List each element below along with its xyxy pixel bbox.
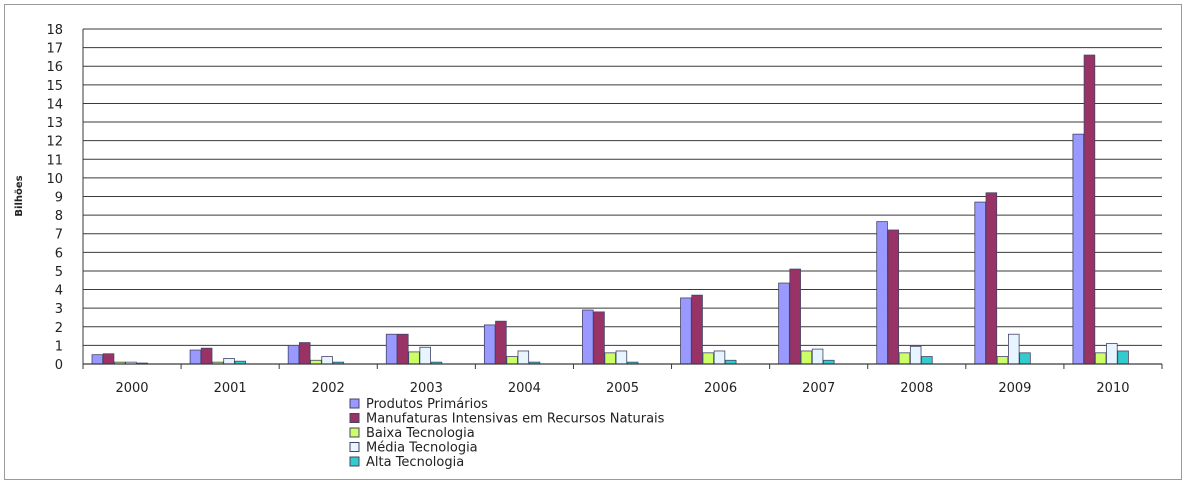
bar <box>702 352 715 365</box>
bar <box>419 346 431 365</box>
bar <box>604 352 616 365</box>
bar <box>200 347 213 365</box>
x-axis: 2000 2001 2002 2003 2004 2005 2006 2007 2008 2009… <box>82 363 1163 396</box>
bar <box>223 358 235 365</box>
bar <box>1094 352 1107 365</box>
bar <box>1008 333 1020 365</box>
bar <box>811 348 824 365</box>
bar <box>921 356 933 365</box>
bar <box>397 333 409 365</box>
bar <box>483 324 496 365</box>
bar <box>1106 343 1118 365</box>
legend-entry: Baixa Tecnologia <box>366 426 475 441</box>
bar <box>887 229 900 365</box>
bar <box>898 352 911 365</box>
legend-entry: Média Tecnologia <box>366 441 478 456</box>
bar <box>287 344 300 365</box>
x-tick-label: 2007 <box>802 381 835 396</box>
chart-frame <box>4 4 1182 480</box>
bar <box>680 297 692 365</box>
bar <box>582 309 594 365</box>
y-tick-label: 9 <box>55 191 63 206</box>
y-axis-label: Bilhões <box>14 175 25 216</box>
legend-entry: Produtos Primários <box>366 397 488 412</box>
legend-swatch <box>349 398 360 409</box>
y-tick-label: 14 <box>46 97 63 112</box>
bar <box>408 351 420 365</box>
y-tick-label: 1 <box>55 339 63 354</box>
bar <box>800 350 813 365</box>
bar <box>974 201 986 365</box>
x-tick-label: 2008 <box>900 381 933 396</box>
bar <box>789 268 801 365</box>
bar <box>593 311 605 365</box>
x-tick-label: 2005 <box>606 381 639 396</box>
bar <box>1117 350 1129 365</box>
bar <box>1083 54 1096 365</box>
x-tick-label: 2004 <box>508 381 541 396</box>
legend-swatch <box>349 427 360 438</box>
legend-swatch <box>349 413 360 423</box>
y-tick-label: 10 <box>46 172 63 187</box>
bar <box>385 333 398 365</box>
y-tick-label: 17 <box>46 42 63 57</box>
bar <box>691 294 703 365</box>
y-tick-label: 0 <box>55 358 63 373</box>
bar <box>778 282 790 365</box>
x-tick-label: 2002 <box>312 381 345 396</box>
y-tick-label: 8 <box>55 209 63 224</box>
x-tick-label: 2009 <box>998 381 1031 396</box>
legend-swatch <box>349 442 360 452</box>
y-tick-label: 7 <box>55 228 63 243</box>
y-tick-label: 18 <box>46 23 63 38</box>
x-tick-label: 2003 <box>410 381 443 396</box>
y-tick-label: 6 <box>55 246 63 261</box>
y-tick-label: 11 <box>46 153 63 168</box>
bar <box>321 356 333 365</box>
bar <box>91 354 104 365</box>
y-tick-label: 16 <box>46 60 63 75</box>
bar <box>876 221 888 365</box>
y-tick-label: 12 <box>46 135 63 150</box>
y-tick-label: 5 <box>55 265 63 280</box>
bar <box>909 345 922 365</box>
bar <box>985 192 998 365</box>
y-tick-label: 2 <box>55 321 63 336</box>
bar <box>495 320 507 365</box>
legend-entry: Manufaturas Intensivas em Recursos Natur… <box>366 412 665 427</box>
legend-entry: Alta Tecnologia <box>366 455 464 470</box>
legend-swatch <box>349 456 360 467</box>
bar <box>506 356 518 365</box>
bar <box>615 350 628 365</box>
bar <box>517 350 530 365</box>
x-tick-label: 2000 <box>115 381 148 396</box>
x-tick-label: 2010 <box>1096 381 1129 396</box>
bar <box>713 350 726 365</box>
y-tick-label: 15 <box>46 79 63 94</box>
gridlines <box>82 28 1162 365</box>
x-tick-label: 2006 <box>704 381 737 396</box>
bar <box>1072 133 1085 365</box>
bars <box>91 54 1129 365</box>
y-tick-label: 3 <box>55 302 63 317</box>
y-tick-label: 13 <box>46 116 63 131</box>
bar <box>102 353 115 365</box>
bar <box>1019 352 1031 365</box>
bar <box>298 342 311 365</box>
y-tick-label: 4 <box>55 284 63 299</box>
x-tick-label: 2001 <box>214 381 247 396</box>
bar <box>996 356 1009 365</box>
bar <box>189 349 202 365</box>
